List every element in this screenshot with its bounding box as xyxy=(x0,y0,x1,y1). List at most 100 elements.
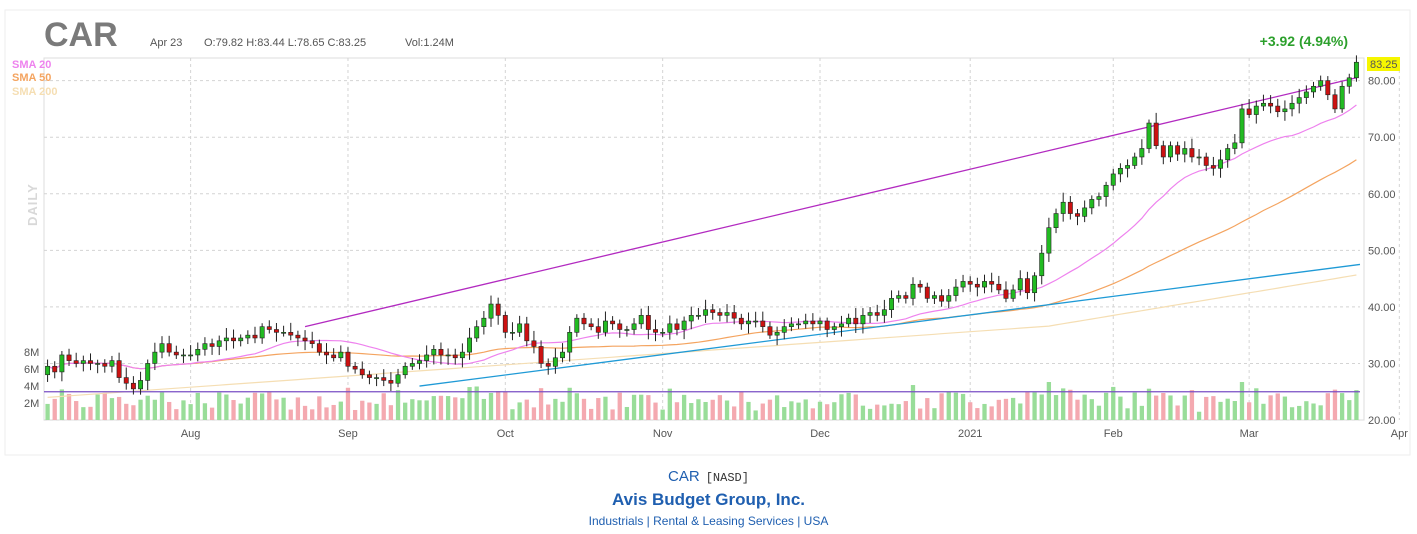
volume-bar xyxy=(460,398,465,420)
volume-bar xyxy=(760,403,765,420)
volume-bar xyxy=(317,396,322,420)
candle-body xyxy=(245,334,251,339)
candle-body xyxy=(259,326,265,339)
volume-bar xyxy=(131,405,136,420)
candle-body xyxy=(109,360,115,367)
volume-bar xyxy=(832,402,837,420)
candle-body xyxy=(1332,94,1338,110)
company-name[interactable]: Avis Budget Group, Inc. xyxy=(612,490,805,509)
candle-body xyxy=(1196,156,1202,159)
volume-bar xyxy=(274,399,279,420)
candle-body xyxy=(896,295,902,299)
volume-bar xyxy=(667,388,672,420)
volume-bar xyxy=(803,399,808,420)
candlesticks xyxy=(45,55,1359,395)
volume-bar xyxy=(817,401,823,420)
candle-body xyxy=(159,343,165,353)
volume-bar xyxy=(732,406,737,420)
ticker-symbol: CAR xyxy=(44,16,118,54)
candle-body xyxy=(1346,77,1352,87)
candle-body xyxy=(631,323,637,330)
volume-bar xyxy=(574,393,579,420)
candle-body xyxy=(853,317,859,325)
candle-body xyxy=(774,332,780,336)
volume-bar xyxy=(116,396,122,420)
volume-bar xyxy=(968,402,973,420)
volume-bar xyxy=(1325,393,1330,420)
y-tick-label: 60.00 xyxy=(1368,189,1396,201)
candle-body xyxy=(1225,148,1231,161)
volume-bar xyxy=(1189,390,1195,420)
candle-body xyxy=(602,320,608,333)
candle-body xyxy=(1289,102,1295,110)
candle-body xyxy=(967,281,973,285)
volume-bar xyxy=(846,392,851,420)
volume-bar xyxy=(1046,382,1052,420)
volume-bar xyxy=(1232,401,1237,420)
volume-bar xyxy=(882,405,887,420)
grid-lines xyxy=(44,58,1400,421)
volume-bar xyxy=(1218,401,1223,420)
volume-bar xyxy=(202,403,208,420)
company-info[interactable]: Industrials | Rental & Leasing Services … xyxy=(588,514,829,528)
volume-bar xyxy=(1254,388,1259,420)
volume-bar xyxy=(1118,396,1123,420)
candle-body xyxy=(295,334,301,339)
candle-body xyxy=(753,320,759,323)
y-tick-label: 80.00 xyxy=(1368,76,1396,88)
volume-bar xyxy=(825,404,830,420)
candle-body xyxy=(1039,252,1045,277)
candle-body xyxy=(316,343,322,353)
volume-bar xyxy=(438,395,444,420)
candle-body xyxy=(560,351,565,359)
volume-bar xyxy=(896,404,901,420)
volume-bar xyxy=(224,394,229,420)
volume-bar xyxy=(453,397,458,420)
candle-body xyxy=(202,343,208,350)
volume-bar xyxy=(424,400,429,420)
volume-bar xyxy=(796,402,801,420)
candle-body xyxy=(1017,278,1023,291)
candle-body xyxy=(1232,142,1238,149)
candle-body xyxy=(960,281,966,288)
candle-body xyxy=(488,303,494,319)
candle-body xyxy=(982,281,987,288)
volume-bar xyxy=(1053,395,1059,420)
candle-body xyxy=(989,281,995,285)
volume-bar xyxy=(739,391,744,420)
candle-body xyxy=(474,326,480,339)
volume-bar xyxy=(1175,405,1180,420)
volume-bar xyxy=(503,391,508,420)
volume-bar xyxy=(975,408,980,420)
volume-bar xyxy=(560,401,565,420)
candle-body xyxy=(288,332,294,336)
candle-body xyxy=(788,323,794,327)
volume-bar xyxy=(596,398,601,420)
volume-bar xyxy=(1096,405,1102,420)
candle-body xyxy=(502,315,508,333)
volume-bar xyxy=(925,398,930,420)
candle-body xyxy=(116,360,122,378)
volume-bar xyxy=(1332,389,1338,420)
candle-body xyxy=(209,343,215,347)
candle-body xyxy=(424,354,430,361)
volume-bar xyxy=(403,402,408,420)
candle-body xyxy=(860,315,866,325)
candle-body xyxy=(667,323,673,333)
volume-bar xyxy=(217,392,222,420)
candle-body xyxy=(359,368,365,376)
candle-body xyxy=(746,320,751,325)
candle-body xyxy=(273,329,279,333)
volume-bar xyxy=(124,403,129,420)
volume-bar xyxy=(324,407,329,420)
y-tick-label: 30.00 xyxy=(1368,358,1396,370)
candle-body xyxy=(917,283,923,288)
candle-body xyxy=(181,354,186,357)
volume-bar xyxy=(603,396,608,420)
candle-body xyxy=(123,377,129,384)
candle-body xyxy=(1168,145,1173,158)
candle-body xyxy=(1053,213,1059,228)
candle-body xyxy=(102,363,108,367)
footer-ticker[interactable]: CAR xyxy=(668,468,700,485)
volume-bar xyxy=(388,405,394,420)
